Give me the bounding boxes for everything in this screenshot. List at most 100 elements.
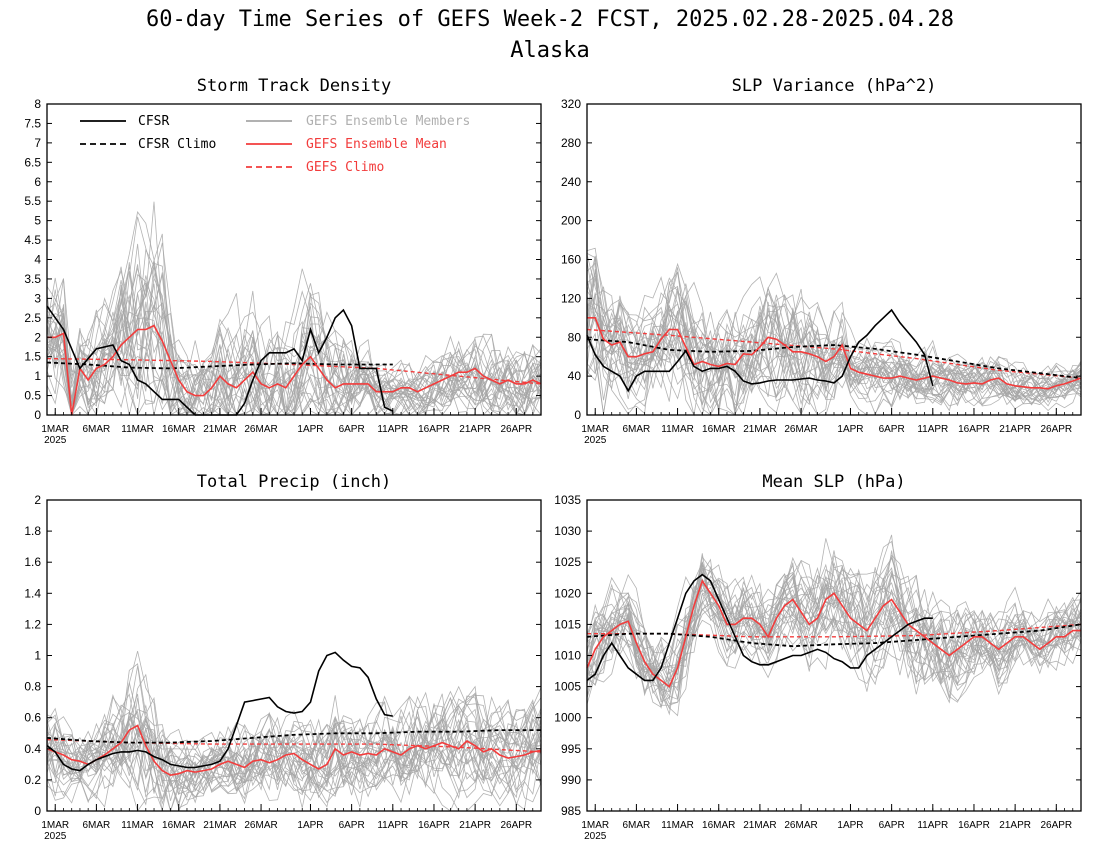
y-tick-label: 1020 — [554, 586, 581, 600]
storm-track-title: Storm Track Density — [197, 76, 391, 96]
ensemble-member-line — [586, 247, 1082, 415]
x-tick-label: 26APR — [500, 424, 532, 435]
ensemble-member-line — [46, 264, 542, 417]
y-tick-label: 1015 — [554, 617, 581, 631]
x-tick-label: 11MAR — [121, 424, 154, 435]
storm-track-density-panel: Storm Track Density 0 0.5 1 1.5 2 2.5 3 3.5 4 4.5 5… — [24, 76, 542, 446]
total-precip-ensemble-members — [46, 651, 542, 813]
y-tick-label: 0.4 — [24, 742, 41, 756]
ensemble-member-line — [586, 271, 1082, 416]
x-tick-label: 21APR — [459, 424, 491, 435]
x-tick-label: 21MAR — [743, 820, 776, 831]
ensemble-member-line — [46, 715, 542, 803]
storm-track-cfsr-line — [46, 305, 394, 416]
ensemble-member-line — [586, 254, 1082, 407]
legend-cfsr-climo-label: CFSR Climo — [138, 137, 216, 152]
y-tick-label: 0.5 — [24, 389, 41, 403]
x-tick-label: 16APR — [958, 424, 990, 435]
y-tick-label: 4 — [34, 253, 41, 267]
y-tick-label: 5.5 — [24, 194, 41, 208]
x-tick-label: 16MAR — [162, 424, 195, 435]
x-tick-label: 26APR — [500, 820, 532, 831]
y-tick-label: 240 — [561, 175, 581, 189]
ensemble-member-line — [46, 260, 542, 417]
y-tick-label: 2 — [34, 493, 41, 507]
ensemble-member-line — [586, 305, 1082, 416]
x-tick-label: 11APR — [917, 424, 948, 435]
ensemble-member-line — [46, 274, 542, 416]
legend-members-label: GEFS Ensemble Members — [306, 114, 470, 129]
storm-track-ensemble-members — [46, 201, 542, 417]
ensemble-member-line — [586, 558, 1082, 686]
slp-variance-ensemble-members — [586, 247, 1082, 417]
y-tick-label: 1 — [34, 649, 41, 663]
slp-variance-ensemble-mean-line — [587, 316, 1082, 390]
legend-cfsr-label: CFSR — [138, 114, 169, 129]
y-tick-label: 120 — [561, 291, 581, 305]
ensemble-member-line — [586, 267, 1082, 416]
legend-mean-label: GEFS Ensemble Mean — [306, 137, 447, 152]
y-tick-label: 1.2 — [24, 617, 41, 631]
mean-slp-cfsr-line — [586, 573, 933, 682]
y-tick-label: 3.5 — [24, 272, 41, 286]
x-tick-label: 11MAR — [121, 820, 154, 831]
ensemble-member-line — [586, 311, 1082, 407]
slp-variance-title: SLP Variance (hPa^2) — [732, 76, 937, 96]
x-tick-label: 11MAR — [661, 820, 694, 831]
x-tick-label: 26MAR — [784, 424, 817, 435]
total-precip-cfsr-climo-line — [46, 729, 541, 744]
x-tick-label: 1APR — [837, 424, 863, 435]
x-tick-label: 26MAR — [244, 424, 277, 435]
ensemble-member-line — [586, 290, 1082, 411]
ensemble-member-line — [586, 587, 1082, 686]
legend-gefs-climo-label: GEFS Climo — [306, 160, 384, 175]
x-tick-label: 1APR — [837, 820, 863, 831]
total-precip-cfsr-line — [46, 651, 393, 772]
x-tick-label: 6APR — [879, 820, 905, 831]
ensemble-member-line — [46, 663, 542, 811]
ensemble-member-line — [46, 700, 542, 806]
x-tick-label: 26MAR — [244, 820, 277, 831]
x-tick-label: 21APR — [999, 424, 1031, 435]
y-tick-label: 1.4 — [24, 586, 41, 600]
ensemble-member-line — [586, 555, 1082, 716]
x-year-label: 2025 — [584, 831, 607, 842]
ensemble-member-line — [46, 695, 542, 785]
x-tick-label: 6APR — [339, 820, 365, 831]
ensemble-member-line — [46, 705, 542, 805]
y-tick-label: 1000 — [554, 711, 581, 725]
x-tick-label: 11APR — [917, 820, 948, 831]
y-tick-label: 160 — [561, 253, 581, 267]
y-tick-label: 0.6 — [24, 711, 41, 725]
x-tick-label: 21APR — [999, 820, 1031, 831]
ensemble-member-line — [586, 271, 1082, 409]
ensemble-member-line — [46, 673, 542, 812]
mean-slp-ensemble-mean-line — [586, 579, 1081, 688]
total-precip-ensemble-mean-line — [46, 724, 542, 777]
x-tick-label: 6APR — [339, 424, 365, 435]
y-tick-label: 200 — [561, 214, 581, 228]
x-tick-label: 21MAR — [203, 820, 236, 831]
x-tick-label: 26APR — [1040, 820, 1072, 831]
y-tick-label: 5 — [34, 214, 41, 228]
x-tick-label: 16MAR — [702, 820, 735, 831]
storm-track-cfsr-climo-line — [46, 361, 393, 370]
y-tick-label: 0.8 — [24, 680, 41, 694]
ensemble-member-line — [586, 572, 1082, 685]
x-year-label: 2025 — [584, 435, 607, 446]
x-year-label: 2025 — [44, 435, 67, 446]
x-tick-label: 16APR — [958, 820, 990, 831]
y-tick-label: 6.5 — [24, 155, 41, 169]
y-tick-label: 1 — [34, 369, 41, 383]
mean-slp-ensemble-members — [586, 534, 1082, 717]
y-tick-label: 1025 — [554, 555, 581, 569]
y-tick-label: 2 — [34, 330, 41, 344]
ensemble-member-line — [586, 561, 1082, 701]
x-tick-label: 16MAR — [702, 424, 735, 435]
ensemble-member-line — [586, 553, 1082, 681]
y-tick-label: 6 — [34, 175, 41, 189]
y-tick-label: 4.5 — [24, 233, 41, 247]
figure-subtitle: Alaska — [510, 38, 589, 63]
x-tick-label: 6MAR — [623, 424, 651, 435]
x-tick-label: 11APR — [377, 820, 408, 831]
